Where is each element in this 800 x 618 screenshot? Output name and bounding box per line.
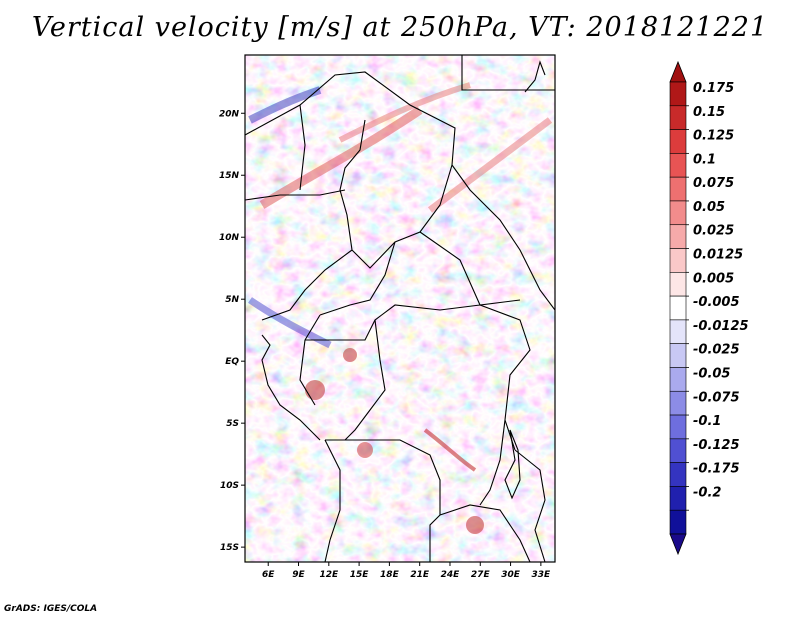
colorbar-label: 0.15 bbox=[693, 105, 725, 120]
colorbar-swatch bbox=[669, 438, 687, 463]
colorbar-swatch bbox=[669, 81, 687, 107]
lon-label: 27E bbox=[471, 570, 491, 580]
lon-label: 9E bbox=[292, 570, 305, 580]
colorbar-label: -0.175 bbox=[693, 462, 740, 477]
lat-label: 15N bbox=[219, 171, 240, 181]
lon-label: 33E bbox=[532, 570, 552, 580]
colorbar-label: -0.0125 bbox=[693, 319, 749, 334]
lat-label: 10N bbox=[219, 233, 240, 243]
country-borders bbox=[245, 55, 555, 562]
colorbar-label: 0.0125 bbox=[693, 248, 743, 263]
map-frame bbox=[244, 54, 556, 563]
colorbar-swatch bbox=[669, 343, 687, 368]
colorbar-swatch bbox=[669, 367, 687, 392]
colorbar-label: 0.1 bbox=[693, 152, 716, 167]
map-field bbox=[244, 54, 556, 563]
colorbar-label: -0.075 bbox=[693, 390, 740, 405]
colorbar-top-arrow bbox=[669, 60, 687, 83]
colorbar-swatch bbox=[669, 105, 687, 130]
colorbar-swatch bbox=[669, 153, 687, 178]
colorbar-label: -0.05 bbox=[693, 367, 730, 382]
colorbar-label: 0.175 bbox=[693, 81, 734, 96]
lon-label: 12E bbox=[319, 570, 339, 580]
colorbar-swatch bbox=[669, 486, 687, 511]
colorbar-label: -0.005 bbox=[693, 295, 740, 310]
longitude-axis: 6E 9E 12E 15E 18E 21E 24E 27E 30E 33E bbox=[262, 562, 551, 580]
colorbar-swatch bbox=[669, 176, 687, 202]
map-title: Vertical velocity [m/s] at 250hPa, VT: 2… bbox=[31, 12, 769, 43]
grads-credit: GrADS: IGES/COLA bbox=[4, 604, 98, 614]
lon-label: 6E bbox=[262, 570, 275, 580]
colorbar-bottom-arrow bbox=[669, 533, 687, 556]
lat-label: 20N bbox=[219, 109, 240, 119]
lat-label: 5N bbox=[225, 295, 239, 305]
colorbar-swatch bbox=[669, 414, 687, 440]
colorbar-label: -0.1 bbox=[693, 414, 721, 429]
colorbar-label: 0.05 bbox=[693, 200, 725, 215]
colorbar-swatch bbox=[669, 248, 687, 273]
colorbar-label: -0.125 bbox=[693, 438, 740, 453]
colorbar-swatch bbox=[669, 509, 687, 535]
colorbar-label: 0.005 bbox=[693, 271, 734, 286]
colorbar-swatch bbox=[669, 129, 687, 154]
colorbar-swatch bbox=[669, 390, 687, 416]
colorbar-label: -0.025 bbox=[693, 343, 740, 358]
lon-label: 24E bbox=[441, 570, 461, 580]
colorbar-swatch bbox=[669, 272, 687, 297]
lon-label: 21E bbox=[410, 570, 430, 580]
lat-label: 5S bbox=[226, 419, 239, 429]
colorbar-label: 0.125 bbox=[693, 129, 734, 144]
colorbar-swatch bbox=[669, 224, 687, 249]
colorbar-label: -0.2 bbox=[693, 485, 721, 500]
colorbar-swatch bbox=[669, 462, 687, 487]
colorbar-swatch bbox=[669, 200, 687, 226]
lon-label: 15E bbox=[350, 570, 370, 580]
latitude-axis: 20N 15N 10N 5N EQ 5S 10S 15S bbox=[219, 109, 245, 553]
colorbar-label: 0.075 bbox=[693, 176, 734, 191]
lon-label: 30E bbox=[501, 570, 521, 580]
colorbar-swatch bbox=[669, 319, 687, 344]
lat-label: 15S bbox=[220, 543, 239, 553]
lon-label: 18E bbox=[380, 570, 400, 580]
colorbar: 0.175 0.15 0.125 0.1 0.075 0.05 0.025 0.0125 0.0… bbox=[669, 60, 749, 556]
lat-label: EQ bbox=[225, 357, 239, 367]
colorbar-label: 0.025 bbox=[693, 224, 734, 239]
lat-label: 10S bbox=[220, 481, 239, 491]
colorbar-swatch bbox=[669, 295, 687, 321]
